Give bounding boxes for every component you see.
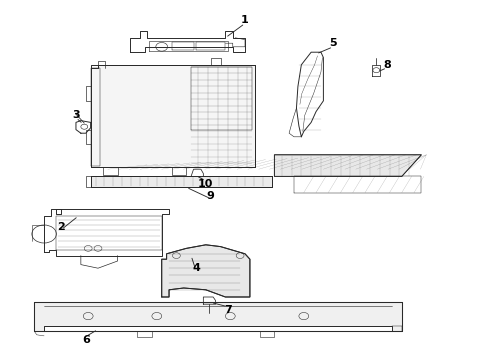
Polygon shape (274, 155, 421, 176)
Text: 8: 8 (383, 60, 391, 70)
Text: 2: 2 (57, 222, 65, 232)
Text: 6: 6 (82, 335, 90, 345)
Text: 9: 9 (207, 191, 215, 201)
Text: 5: 5 (329, 38, 337, 48)
Text: 10: 10 (198, 179, 214, 189)
Polygon shape (91, 176, 272, 187)
Polygon shape (162, 245, 250, 297)
Text: 4: 4 (192, 263, 200, 273)
Polygon shape (34, 302, 402, 331)
Text: 1: 1 (241, 15, 249, 25)
Text: 3: 3 (72, 110, 80, 120)
Text: 7: 7 (224, 305, 232, 315)
Polygon shape (91, 65, 255, 167)
